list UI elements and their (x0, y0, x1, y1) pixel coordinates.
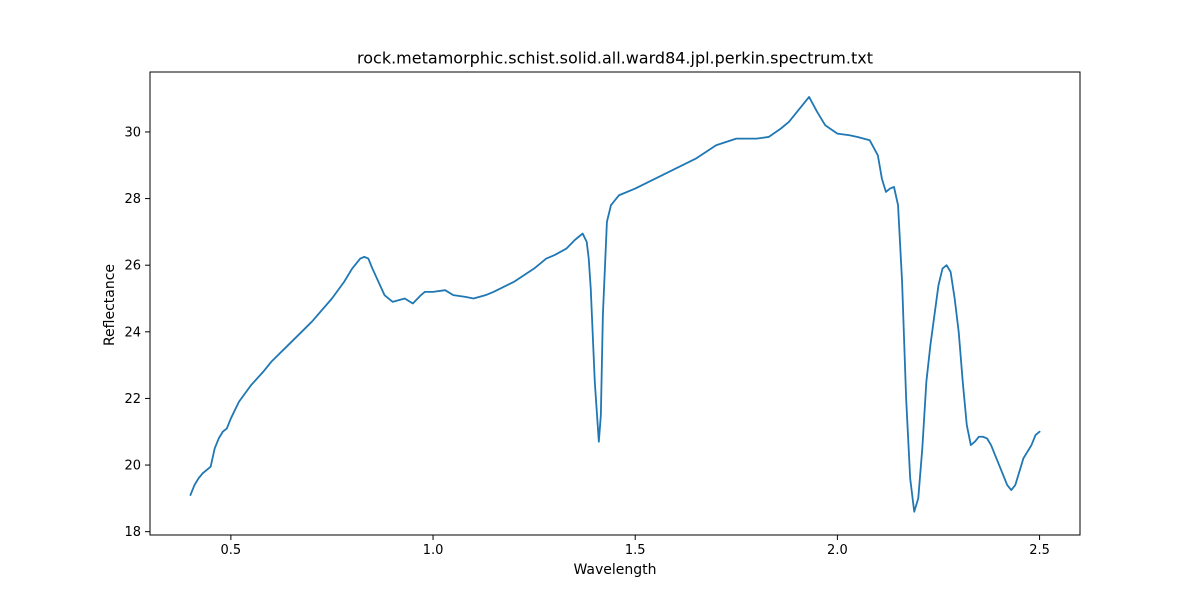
x-tick-label: 0.5 (221, 543, 242, 558)
x-tick-label: 2.0 (827, 543, 848, 558)
y-tick-label: 28 (124, 192, 141, 207)
y-tick-label: 20 (124, 459, 141, 474)
y-tick-label: 30 (124, 125, 141, 140)
y-tick-label: 24 (124, 325, 141, 340)
y-tick-label: 18 (124, 525, 141, 540)
y-axis-label: Reflectance (102, 264, 118, 346)
y-tick-label: 26 (124, 259, 141, 274)
x-tick-label: 2.5 (1029, 543, 1050, 558)
plot-area: 0.5 1.0 1.5 2.0 2.5 18 20 22 24 26 28 30 (124, 71, 1081, 558)
chart-title: rock.metamorphic.schist.solid.all.ward84… (357, 49, 873, 68)
x-tick-label: 1.5 (625, 543, 646, 558)
y-tick-label: 22 (124, 392, 141, 407)
series-line-0 (189, 96, 1041, 513)
plot-frame (149, 71, 1081, 536)
x-axis-label: Wavelength (573, 562, 656, 578)
x-tick-label: 1.0 (423, 543, 444, 558)
